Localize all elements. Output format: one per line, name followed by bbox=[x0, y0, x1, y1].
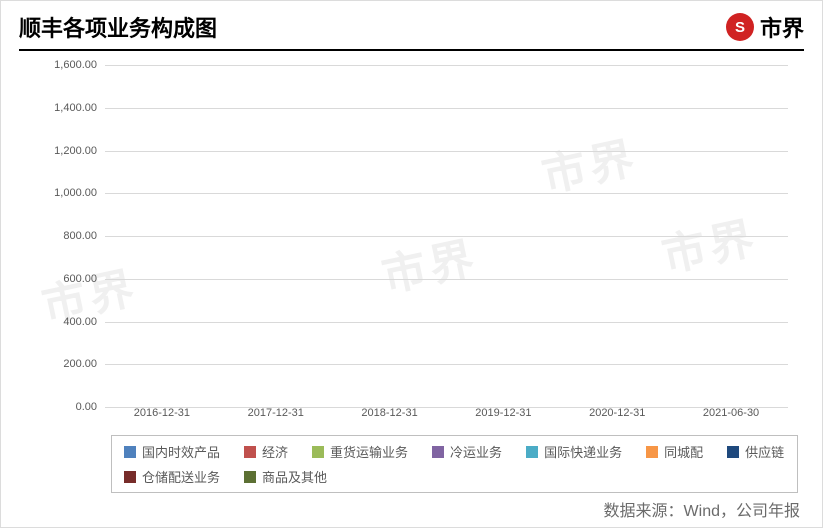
y-tick-label: 800.00 bbox=[63, 230, 97, 242]
legend-swatch-icon bbox=[727, 446, 739, 458]
legend-label: 国内时效产品 bbox=[142, 442, 220, 461]
chart-card: 市界 市界 市界 市界 顺丰各项业务构成图 S 市界 0.00200.00400… bbox=[0, 0, 823, 528]
legend-item-intl_express: 国际快递业务 bbox=[526, 442, 622, 461]
plot-area bbox=[105, 65, 788, 407]
y-tick-label: 400.00 bbox=[63, 316, 97, 328]
brand: S 市界 bbox=[726, 11, 804, 43]
y-tick-label: 0.00 bbox=[76, 401, 97, 413]
grid-line bbox=[105, 151, 788, 152]
x-axis: 2016-12-31 2017-12-31 2018-12-31 2019-12-31… bbox=[105, 407, 788, 433]
chart-area: 0.00 200.00 400.00 600.00 800.00 1,000.00 1,20… bbox=[37, 65, 798, 433]
legend-swatch-icon bbox=[244, 446, 256, 458]
x-tick-label: 2016-12-31 bbox=[134, 407, 190, 419]
legend-item-cold_chain: 冷运业务 bbox=[432, 442, 502, 461]
legend-label: 供应链 bbox=[745, 442, 784, 461]
grid-line bbox=[105, 236, 788, 237]
grid-line bbox=[105, 108, 788, 109]
legend-swatch-icon bbox=[526, 446, 538, 458]
title-bar: 顺丰各项业务构成图 S 市界 bbox=[1, 1, 822, 49]
y-tick-label: 1,600.00 bbox=[54, 59, 97, 71]
legend-item-goods_other: 商品及其他 bbox=[244, 467, 327, 486]
legend-swatch-icon bbox=[646, 446, 658, 458]
grid-line bbox=[105, 193, 788, 194]
legend-swatch-icon bbox=[124, 446, 136, 458]
y-tick-label: 1,000.00 bbox=[54, 187, 97, 199]
legend-item-supply_chain: 供应链 bbox=[727, 442, 784, 461]
legend-swatch-icon bbox=[124, 471, 136, 483]
legend-label: 冷运业务 bbox=[450, 442, 502, 461]
grid-line bbox=[105, 65, 788, 66]
x-tick-label: 2019-12-31 bbox=[475, 407, 531, 419]
y-tick-label: 200.00 bbox=[63, 358, 97, 370]
x-tick-label: 2021-06-30 bbox=[703, 407, 759, 419]
legend-item-heavy_freight: 重货运输业务 bbox=[312, 442, 408, 461]
legend: 国内时效产品 经济 重货运输业务 冷运业务 国际快递业务 同城配 供应链仓储配送业务 商品及其… bbox=[111, 435, 798, 493]
legend-label: 同城配 bbox=[664, 442, 703, 461]
legend-label: 经济 bbox=[262, 442, 288, 461]
legend-label: 商品及其他 bbox=[262, 467, 327, 486]
title-underline bbox=[19, 49, 804, 51]
grid-line bbox=[105, 364, 788, 365]
chart-title: 顺丰各项业务构成图 bbox=[19, 11, 217, 43]
legend-item-warehouse_dist: 仓储配送业务 bbox=[124, 467, 220, 486]
legend-swatch-icon bbox=[312, 446, 324, 458]
grid-line bbox=[105, 322, 788, 323]
x-tick-label: 2018-12-31 bbox=[361, 407, 417, 419]
grid-line bbox=[105, 279, 788, 280]
y-axis: 0.00200.00400.00600.00800.001,000.001,20… bbox=[37, 65, 103, 407]
legend-label: 重货运输业务 bbox=[330, 442, 408, 461]
brand-name: 市界 bbox=[760, 11, 804, 43]
brand-logo-icon: S bbox=[726, 13, 754, 41]
legend-label: 仓储配送业务 bbox=[142, 467, 220, 486]
x-tick-label: 2020-12-31 bbox=[589, 407, 645, 419]
x-tick-label: 2017-12-31 bbox=[248, 407, 304, 419]
legend-swatch-icon bbox=[244, 471, 256, 483]
data-source: 数据来源：Wind，公司年报 bbox=[604, 497, 800, 521]
y-tick-label: 600.00 bbox=[63, 273, 97, 285]
y-tick-label: 1,400.00 bbox=[54, 102, 97, 114]
legend-label: 国际快递业务 bbox=[544, 442, 622, 461]
legend-item-economy: 经济 bbox=[244, 442, 288, 461]
legend-item-same_city: 同城配 bbox=[646, 442, 703, 461]
legend-item-domestic_time: 国内时效产品 bbox=[124, 442, 220, 461]
legend-swatch-icon bbox=[432, 446, 444, 458]
y-tick-label: 1,200.00 bbox=[54, 145, 97, 157]
